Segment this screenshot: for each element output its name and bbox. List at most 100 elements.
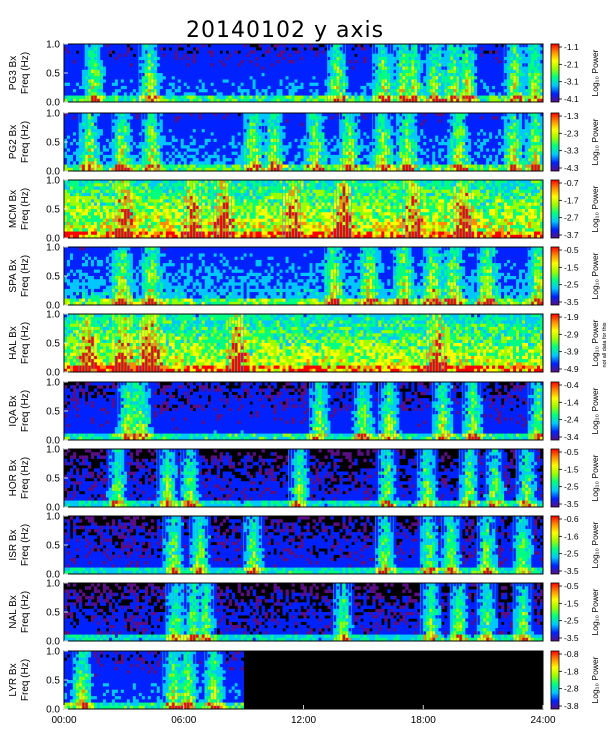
spectrogram-cell <box>525 92 529 96</box>
spectrogram-cell <box>114 56 119 61</box>
spectrogram-cell <box>138 47 143 51</box>
spectrogram-cell <box>243 98 247 103</box>
spectrogram-cell <box>84 142 89 146</box>
spectrogram-cell <box>231 125 235 130</box>
spectrogram-cell <box>411 73 415 77</box>
spectrogram-cell <box>180 50 185 54</box>
spectrogram-cell <box>231 47 235 51</box>
spectrogram-cell <box>129 158 134 162</box>
spectrogram-cell <box>93 145 98 149</box>
spectrogram-cell <box>105 76 110 80</box>
spectrogram-cell <box>330 82 334 87</box>
spectrogram-cell <box>201 76 205 80</box>
spectrogram-cell <box>144 125 149 130</box>
spectrogram-cell <box>66 138 71 143</box>
spectrogram-cell <box>429 82 433 87</box>
spectrogram-cell <box>180 167 185 172</box>
spectrogram-cell <box>291 53 295 58</box>
spectrogram-cell <box>450 95 454 100</box>
spectrogram-cell <box>123 76 128 80</box>
spectrogram-cell <box>174 119 179 123</box>
spectrogram-cell <box>243 138 247 143</box>
spectrogram-cell <box>522 98 526 103</box>
spectrogram-cell <box>135 82 140 87</box>
spectrogram-cell <box>438 89 442 93</box>
spectrogram-cell <box>159 47 164 51</box>
spectrogram-cell <box>114 98 119 103</box>
spectrogram-cell <box>393 44 397 48</box>
spectrogram-cell <box>144 116 149 120</box>
spectrogram-cell <box>504 60 508 64</box>
spectrogram-cell <box>207 125 211 130</box>
spectrogram-cell <box>66 122 71 127</box>
spectrogram-cell <box>150 53 155 58</box>
spectrogram-cell <box>405 63 409 67</box>
spectrogram-cell <box>117 56 122 61</box>
spectrogram-cell <box>507 82 511 87</box>
spectrogram-cell <box>357 164 361 169</box>
spectrogram-cell <box>171 154 176 159</box>
spectrogram-cell <box>249 145 253 149</box>
spectrogram-cell <box>78 85 83 90</box>
spectrogram-cell <box>474 63 478 67</box>
spectrogram-cell <box>186 76 191 80</box>
spectrogram-cell <box>360 138 364 143</box>
spectrogram-cell <box>207 145 211 149</box>
spectrogram-cell <box>213 158 217 162</box>
spectrogram-cell <box>135 151 140 156</box>
spectrogram-cell <box>390 73 394 77</box>
spectrogram-cell <box>432 89 436 93</box>
spectrogram-cell <box>492 69 496 74</box>
spectrogram-cell <box>201 69 205 74</box>
spectrogram-cell <box>201 79 205 83</box>
spectrogram-cell <box>78 122 83 127</box>
spectrogram-cell <box>81 161 86 165</box>
spectrogram-cell <box>75 151 80 156</box>
spectrogram-cell <box>105 50 110 54</box>
spectrogram-cell <box>315 95 319 100</box>
spectrogram-cell <box>237 85 241 90</box>
spectrogram-cell <box>165 161 170 165</box>
spectrogram-cell <box>387 82 391 87</box>
spectrogram-cell <box>228 132 232 136</box>
spectrogram-cell <box>198 79 203 83</box>
spectrogram-cell <box>150 154 155 159</box>
spectrogram-cell <box>435 63 439 67</box>
spectrogram-cell <box>537 44 541 48</box>
spectrogram-cell <box>327 158 331 162</box>
spectrogram-cell <box>291 66 295 71</box>
spectrogram-cell <box>384 44 388 48</box>
spectrogram-cell <box>300 98 304 103</box>
spectrogram-cell <box>534 53 538 58</box>
spectrogram-cell <box>231 167 235 172</box>
spectrogram-cell <box>183 113 188 117</box>
spectrogram-cell <box>228 63 232 67</box>
spectrogram-cell <box>474 66 478 71</box>
spectrogram-cell <box>489 47 493 51</box>
spectrogram-cell <box>195 47 200 51</box>
spectrogram-cell <box>81 56 86 61</box>
spectrogram-cell <box>171 138 176 143</box>
spectrogram-cell <box>216 47 220 51</box>
spectrogram-cell <box>288 82 292 87</box>
spectrogram-cell <box>144 95 149 100</box>
spectrogram-cell <box>264 82 268 87</box>
spectrogram-cell <box>243 60 247 64</box>
spectrogram-cell <box>432 44 436 48</box>
spectrogram-cell <box>114 89 119 93</box>
spectrogram-cell <box>315 56 319 61</box>
spectrogram-cell <box>321 56 325 61</box>
spectrogram-cell <box>111 56 116 61</box>
spectrogram-cell <box>150 151 155 156</box>
spectrogram-cell <box>198 56 203 61</box>
spectrogram-cell <box>225 63 229 67</box>
spectrogram-cell <box>93 151 98 156</box>
spectrogram-cell <box>102 167 107 172</box>
spectrogram-cell <box>528 63 532 67</box>
spectrogram-cell <box>201 89 205 93</box>
spectrogram-cell <box>159 92 164 96</box>
spectrogram-cell <box>264 95 268 100</box>
spectrogram-cell <box>234 53 238 58</box>
spectrogram-cell <box>417 53 421 58</box>
spectrogram-cell <box>273 98 277 103</box>
